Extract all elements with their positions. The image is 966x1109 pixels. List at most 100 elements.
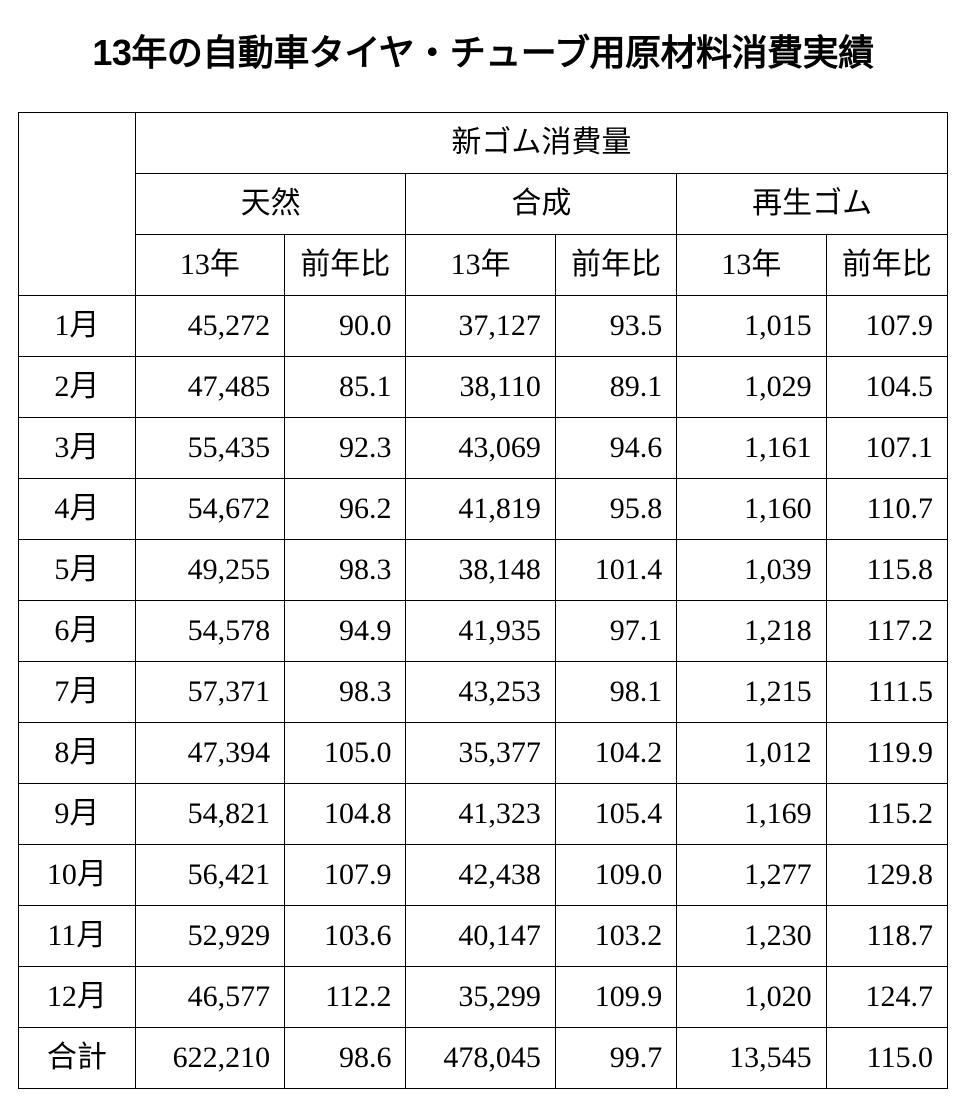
cell-recycled-value: 1,020 <box>677 967 826 1028</box>
cell-recycled-value: 13,545 <box>677 1028 826 1089</box>
cell-natural-yoy: 104.8 <box>285 784 406 845</box>
cell-recycled-value: 1,015 <box>677 296 826 357</box>
cell-synthetic-value: 38,110 <box>406 357 555 418</box>
cell-month: 10月 <box>19 845 136 906</box>
cell-natural-value: 47,394 <box>135 723 284 784</box>
cell-synthetic-value: 41,323 <box>406 784 555 845</box>
cell-synthetic-yoy: 93.5 <box>555 296 676 357</box>
cell-month: 6月 <box>19 601 136 662</box>
cell-recycled-yoy: 129.8 <box>826 845 947 906</box>
table-row: 8月47,394105.035,377104.21,012119.9 <box>19 723 948 784</box>
cell-synthetic-value: 41,819 <box>406 479 555 540</box>
cell-natural-yoy: 94.9 <box>285 601 406 662</box>
cell-natural-yoy: 103.6 <box>285 906 406 967</box>
cell-synthetic-value: 38,148 <box>406 540 555 601</box>
table-row: 9月54,821104.841,323105.41,169115.2 <box>19 784 948 845</box>
cell-month: 8月 <box>19 723 136 784</box>
cell-recycled-yoy: 115.2 <box>826 784 947 845</box>
table-row: 11月52,929103.640,147103.21,230118.7 <box>19 906 948 967</box>
cell-natural-yoy: 98.6 <box>285 1028 406 1089</box>
cell-synthetic-yoy: 89.1 <box>555 357 676 418</box>
cell-synthetic-yoy: 98.1 <box>555 662 676 723</box>
cell-recycled-value: 1,039 <box>677 540 826 601</box>
cell-month: 1月 <box>19 296 136 357</box>
cell-synthetic-value: 35,377 <box>406 723 555 784</box>
header-group-synthetic: 合成 <box>406 174 677 235</box>
cell-natural-value: 56,421 <box>135 845 284 906</box>
cell-synthetic-yoy: 103.2 <box>555 906 676 967</box>
table-row: 2月47,48585.138,11089.11,029104.5 <box>19 357 948 418</box>
header-sub-recycled-year: 13年 <box>677 235 826 296</box>
header-sub-recycled-yoy: 前年比 <box>826 235 947 296</box>
table-row: 1月45,27290.037,12793.51,015107.9 <box>19 296 948 357</box>
cell-month: 4月 <box>19 479 136 540</box>
cell-recycled-value: 1,169 <box>677 784 826 845</box>
header-super: 新ゴム消費量 <box>135 113 947 174</box>
cell-natural-yoy: 90.0 <box>285 296 406 357</box>
materials-table: 新ゴム消費量 天然 合成 再生ゴム 13年 前年比 13年 前年比 13年 前年… <box>18 112 948 1089</box>
cell-month: 3月 <box>19 418 136 479</box>
cell-synthetic-value: 43,253 <box>406 662 555 723</box>
table-row: 12月46,577112.235,299109.91,020124.7 <box>19 967 948 1028</box>
cell-recycled-yoy: 110.7 <box>826 479 947 540</box>
cell-natural-value: 52,929 <box>135 906 284 967</box>
cell-natural-value: 57,371 <box>135 662 284 723</box>
cell-synthetic-yoy: 97.1 <box>555 601 676 662</box>
cell-natural-value: 54,578 <box>135 601 284 662</box>
cell-synthetic-value: 40,147 <box>406 906 555 967</box>
cell-synthetic-value: 42,438 <box>406 845 555 906</box>
cell-natural-value: 55,435 <box>135 418 284 479</box>
cell-month: 合計 <box>19 1028 136 1089</box>
cell-synthetic-yoy: 104.2 <box>555 723 676 784</box>
cell-synthetic-yoy: 94.6 <box>555 418 676 479</box>
table-row: 3月55,43592.343,06994.61,161107.1 <box>19 418 948 479</box>
cell-recycled-value: 1,215 <box>677 662 826 723</box>
cell-natural-yoy: 105.0 <box>285 723 406 784</box>
cell-natural-yoy: 107.9 <box>285 845 406 906</box>
cell-recycled-yoy: 118.7 <box>826 906 947 967</box>
cell-recycled-value: 1,218 <box>677 601 826 662</box>
header-group-natural: 天然 <box>135 174 406 235</box>
cell-recycled-yoy: 115.0 <box>826 1028 947 1089</box>
cell-recycled-yoy: 107.1 <box>826 418 947 479</box>
cell-natural-yoy: 96.2 <box>285 479 406 540</box>
cell-synthetic-value: 43,069 <box>406 418 555 479</box>
cell-synthetic-yoy: 101.4 <box>555 540 676 601</box>
cell-natural-yoy: 98.3 <box>285 540 406 601</box>
cell-month: 7月 <box>19 662 136 723</box>
cell-month: 12月 <box>19 967 136 1028</box>
cell-synthetic-yoy: 99.7 <box>555 1028 676 1089</box>
table-row: 7月57,37198.343,25398.11,215111.5 <box>19 662 948 723</box>
cell-natural-value: 49,255 <box>135 540 284 601</box>
cell-recycled-value: 1,029 <box>677 357 826 418</box>
cell-recycled-value: 1,161 <box>677 418 826 479</box>
cell-recycled-yoy: 119.9 <box>826 723 947 784</box>
cell-month: 5月 <box>19 540 136 601</box>
cell-natural-value: 622,210 <box>135 1028 284 1089</box>
cell-natural-value: 46,577 <box>135 967 284 1028</box>
cell-recycled-value: 1,230 <box>677 906 826 967</box>
cell-synthetic-value: 35,299 <box>406 967 555 1028</box>
table-row: 5月49,25598.338,148101.41,039115.8 <box>19 540 948 601</box>
cell-synthetic-value: 37,127 <box>406 296 555 357</box>
table-row: 4月54,67296.241,81995.81,160110.7 <box>19 479 948 540</box>
cell-synthetic-value: 41,935 <box>406 601 555 662</box>
table-row: 6月54,57894.941,93597.11,218117.2 <box>19 601 948 662</box>
header-sub-natural-year: 13年 <box>135 235 284 296</box>
cell-synthetic-yoy: 95.8 <box>555 479 676 540</box>
cell-recycled-yoy: 115.8 <box>826 540 947 601</box>
cell-recycled-value: 1,012 <box>677 723 826 784</box>
cell-synthetic-yoy: 109.9 <box>555 967 676 1028</box>
cell-natural-value: 54,821 <box>135 784 284 845</box>
cell-recycled-yoy: 117.2 <box>826 601 947 662</box>
table-row: 合計622,21098.6478,04599.713,545115.0 <box>19 1028 948 1089</box>
header-sub-natural-yoy: 前年比 <box>285 235 406 296</box>
header-group-recycled: 再生ゴム <box>677 174 948 235</box>
page-title: 13年の自動車タイヤ・チューブ用原材料消費実績 <box>18 24 948 76</box>
cell-natural-yoy: 92.3 <box>285 418 406 479</box>
cell-natural-yoy: 85.1 <box>285 357 406 418</box>
cell-natural-value: 54,672 <box>135 479 284 540</box>
header-sub-synthetic-yoy: 前年比 <box>555 235 676 296</box>
cell-synthetic-value: 478,045 <box>406 1028 555 1089</box>
cell-recycled-yoy: 107.9 <box>826 296 947 357</box>
